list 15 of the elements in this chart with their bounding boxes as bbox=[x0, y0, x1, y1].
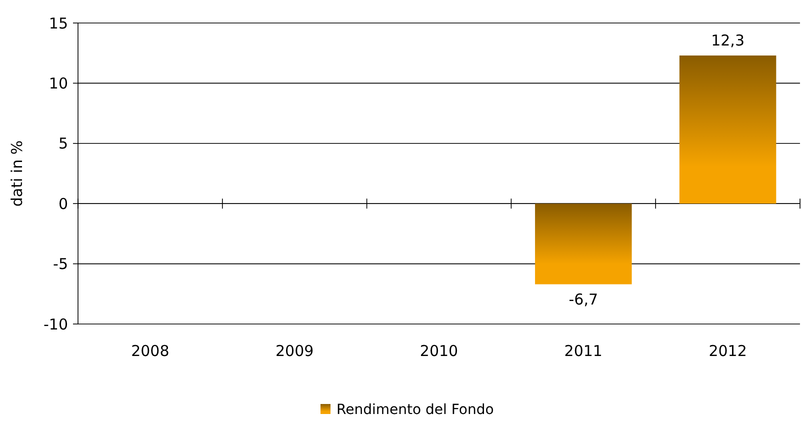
y-tick-label: 15 bbox=[48, 14, 68, 32]
x-tick-label: 2010 bbox=[420, 342, 458, 360]
x-tick-label: 2011 bbox=[564, 342, 602, 360]
y-axis-title: dati in % bbox=[8, 140, 26, 207]
y-tick-label: 0 bbox=[58, 194, 68, 213]
y-tick-label: -5 bbox=[53, 255, 68, 274]
data-label: -6,7 bbox=[568, 290, 598, 308]
legend-label: Rendimento del Fondo bbox=[336, 402, 494, 418]
y-tick-label: 5 bbox=[58, 134, 68, 153]
data-label: 12,3 bbox=[711, 32, 745, 50]
y-tick-label: -10 bbox=[44, 315, 68, 334]
x-tick-label: 2012 bbox=[708, 342, 747, 360]
x-tick-label: 2009 bbox=[276, 342, 314, 360]
y-tick-label: 10 bbox=[48, 74, 68, 92]
x-tick-label: 2008 bbox=[131, 342, 170, 360]
